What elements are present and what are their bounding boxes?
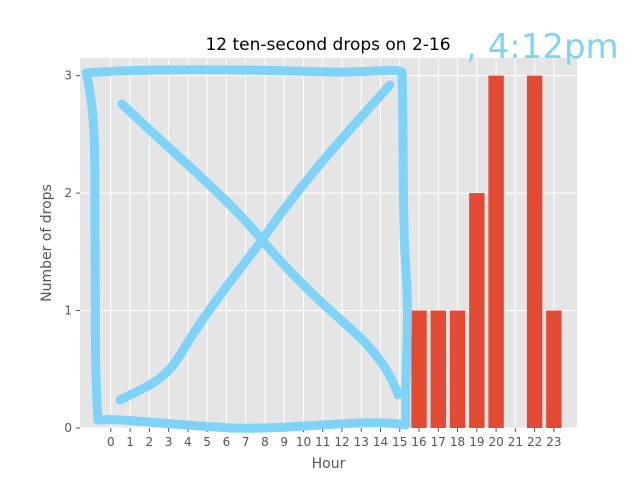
bar-hour-22: [526, 75, 543, 428]
x-tick-label: 8: [261, 435, 269, 449]
x-axis-label: Hour: [312, 456, 346, 472]
bar-hour-20: [488, 75, 504, 428]
x-tick-label: 1: [126, 435, 134, 449]
x-tick-label: 2: [146, 435, 154, 449]
x-tick-label: 22: [527, 435, 542, 449]
x-tick-label: 15: [392, 435, 407, 449]
x-tick-label: 0: [107, 435, 115, 449]
handwritten-cross-out-scribble: [81, 65, 412, 433]
bar-hour-18: [449, 310, 466, 428]
x-tick-label: 7: [242, 435, 250, 449]
chart-title: 12 ten-second drops on 2-16: [205, 35, 450, 55]
bars: [411, 75, 562, 428]
scribble-diagonal-stroke: [117, 99, 403, 400]
x-tick-label: 4: [184, 435, 192, 449]
x-tick-label: 16: [411, 435, 426, 449]
y-tick-label: 3: [64, 69, 72, 83]
bar-hour-23: [546, 310, 562, 428]
handwritten-time-annotation: , 4:12pm: [466, 27, 619, 67]
x-tick-label: 17: [431, 435, 446, 449]
bar-hour-17: [430, 310, 447, 428]
x-tick-label: 11: [315, 435, 330, 449]
y-axis-label: Number of drops: [39, 184, 55, 302]
y-tick-label: 2: [64, 186, 72, 200]
y-tick-label: 0: [64, 421, 72, 435]
x-tick-label: 12: [334, 435, 349, 449]
x-tick-labels: 0 1 2 3 4 5 6 7 8 9 10 11 12 13 14 15 16 17 18 19 20 21 22 23: [107, 428, 562, 449]
y-tick-label: 1: [64, 304, 72, 318]
x-tick-label: 13: [354, 435, 369, 449]
x-tick-label: 10: [296, 435, 311, 449]
x-tick-label: 23: [546, 435, 561, 449]
x-tick-label: 18: [450, 435, 465, 449]
scribble-box-stroke: [81, 65, 412, 433]
scribble-diagonal-stroke: [115, 80, 395, 405]
x-tick-label: 6: [223, 435, 231, 449]
x-tick-label: 14: [373, 435, 388, 449]
x-tick-label: 9: [280, 435, 288, 449]
bar-hour-16: [411, 310, 427, 428]
x-tick-label: 19: [469, 435, 484, 449]
y-tick-labels: 0 1 2 3: [64, 69, 80, 435]
x-tick-label: 3: [165, 435, 173, 449]
x-tick-label: 5: [203, 435, 211, 449]
x-tick-label: 21: [508, 435, 523, 449]
x-tick-label: 20: [488, 435, 503, 449]
bar-hour-19: [469, 193, 485, 428]
